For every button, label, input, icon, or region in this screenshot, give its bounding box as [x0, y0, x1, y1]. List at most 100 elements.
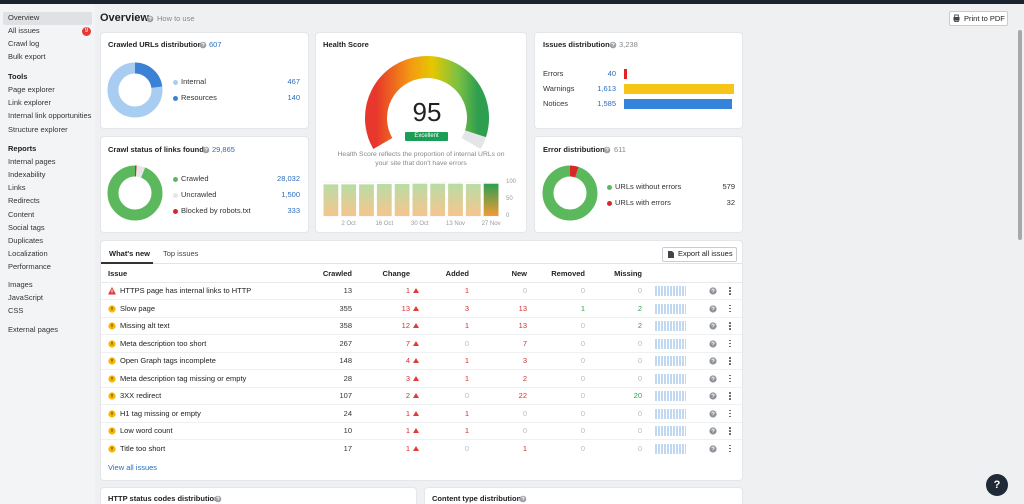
kebab-dot[interactable] [729, 430, 731, 432]
kebab-dot[interactable] [729, 409, 731, 412]
issue-count[interactable]: 358 [339, 321, 352, 330]
nav-item[interactable]: Localization [8, 249, 48, 259]
nav-item[interactable]: Page explorer [8, 85, 55, 94]
legend-value: 579 [722, 182, 735, 191]
kebab-dot[interactable] [729, 307, 731, 310]
card-title: Error distribution [543, 145, 605, 154]
kebab-dot[interactable] [729, 304, 731, 307]
warning-icon-mark [111, 358, 113, 362]
nav-item[interactable]: Internal pages [8, 156, 56, 166]
kebab-dot[interactable] [729, 310, 731, 313]
issue-type-value[interactable]: 1,585 [597, 99, 616, 108]
issue-count[interactable]: 28 [343, 373, 352, 383]
issue-name[interactable]: H1 tag missing or empty [120, 408, 201, 418]
nav-item[interactable]: Indexability [8, 170, 46, 179]
print-icon-paper [954, 14, 959, 22]
kebab-dot[interactable] [729, 433, 731, 435]
kebab-dot[interactable] [729, 290, 731, 292]
issue-count[interactable]: 107 [339, 391, 352, 400]
nav-item[interactable]: Images [8, 280, 33, 289]
export-button[interactable] [662, 247, 737, 262]
issue-name[interactable]: Title too short [120, 443, 166, 453]
kebab-dot[interactable] [729, 345, 731, 348]
issue-name[interactable]: Meta description too short [120, 338, 207, 348]
nav-item[interactable]: Social tags [8, 222, 45, 232]
kebab-dot[interactable] [729, 415, 731, 418]
kebab-dot[interactable] [729, 412, 731, 415]
issue-count: 1 [464, 408, 469, 418]
issue-count[interactable]: 24 [343, 408, 352, 418]
issue-name[interactable]: Missing alt text [120, 321, 170, 330]
legend-label: Crawled [181, 174, 209, 183]
severity-icon [108, 427, 116, 435]
tab-selected[interactable] [101, 243, 153, 264]
nav-item[interactable]: Links [8, 183, 26, 193]
kebab-dot[interactable] [729, 287, 731, 289]
kebab-dot[interactable] [729, 293, 731, 295]
help-icon-glyph [605, 147, 609, 152]
issue-count: 0 [464, 338, 469, 348]
nav-item[interactable]: Content [8, 209, 35, 219]
nav-item[interactable]: CSS [8, 306, 24, 315]
nav-item[interactable]: All issues [8, 26, 40, 35]
nav-item[interactable]: Bulk export [8, 52, 46, 61]
issue-name[interactable]: HTTPS page has internal links to HTTP [120, 286, 252, 295]
kebab-dot[interactable] [729, 322, 731, 324]
scrollbar-thumb[interactable] [1018, 30, 1022, 240]
legend-value: 1,500 [281, 190, 300, 199]
kebab-dot[interactable] [729, 325, 731, 327]
issue-count: 13 [518, 321, 527, 330]
issue-type-value[interactable]: 40 [607, 69, 616, 78]
view-all-link[interactable]: View all issues [108, 463, 158, 472]
export-button-label[interactable]: Export all issues [678, 249, 733, 258]
print-button-label[interactable]: Print to PDF [964, 14, 1005, 23]
print-button[interactable] [949, 11, 1008, 26]
kebab-dot[interactable] [729, 444, 731, 447]
kebab-dot[interactable] [729, 380, 731, 383]
how-to-use-link[interactable]: How to use [157, 14, 195, 23]
nav-item[interactable]: Performance [8, 262, 51, 272]
nav-item[interactable]: External pages [8, 325, 59, 334]
issue-count[interactable]: 17 [343, 443, 352, 453]
issue-name[interactable]: Low word count [120, 426, 173, 435]
kebab-dot[interactable] [729, 395, 731, 397]
help-button[interactable] [986, 474, 1008, 496]
tab[interactable]: What's new [109, 249, 150, 258]
issue-type-value[interactable]: 1,613 [597, 84, 616, 93]
kebab-dot[interactable] [729, 377, 731, 380]
nav-item[interactable]: Structure explorer [8, 124, 68, 134]
nav-item[interactable]: Internal link opportunities [8, 111, 92, 121]
tab[interactable]: Top issues [163, 249, 199, 258]
issue-count[interactable]: 13 [343, 286, 352, 295]
kebab-dot[interactable] [729, 374, 731, 377]
kebab-dot[interactable] [729, 360, 731, 362]
nav-item[interactable]: Duplicates [8, 236, 44, 245]
issue-count: 0 [580, 321, 585, 330]
card-total[interactable]: 29,865 [212, 145, 235, 154]
kebab-dot[interactable] [729, 447, 731, 450]
kebab-dot[interactable] [729, 450, 731, 453]
kebab-dot[interactable] [729, 342, 731, 345]
issue-count[interactable]: 267 [339, 338, 352, 348]
nav-item[interactable]: JavaScript [8, 293, 44, 302]
issue-name[interactable]: Meta description tag missing or empty [120, 373, 247, 383]
card-total[interactable]: 607 [209, 40, 222, 49]
kebab-dot[interactable] [729, 328, 731, 330]
kebab-dot[interactable] [729, 427, 731, 429]
nav-item[interactable]: Link explorer [8, 98, 51, 108]
issue-count[interactable]: 10 [343, 426, 352, 435]
kebab-dot[interactable] [729, 392, 731, 394]
kebab-dot[interactable] [729, 363, 731, 365]
help-button-label[interactable]: ? [993, 479, 1001, 491]
nav-item[interactable]: Overview [8, 13, 40, 22]
nav-item[interactable]: Redirects [8, 196, 40, 206]
kebab-dot[interactable] [729, 357, 731, 359]
kebab-dot[interactable] [729, 339, 731, 342]
issue-name[interactable]: Slow page [120, 303, 156, 313]
nav-item[interactable]: Crawl log [8, 39, 40, 48]
issue-count[interactable]: 355 [339, 303, 352, 313]
issue-name[interactable]: 3XX redirect [120, 391, 162, 400]
kebab-dot[interactable] [729, 398, 731, 400]
issue-name[interactable]: Open Graph tags incomplete [120, 356, 216, 365]
issue-count[interactable]: 148 [339, 356, 352, 365]
